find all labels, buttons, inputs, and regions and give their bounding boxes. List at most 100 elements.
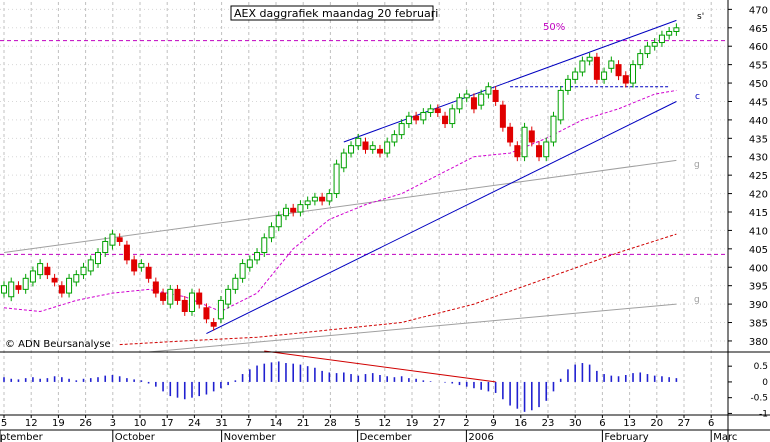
- candle-body: [340, 152, 347, 169]
- candle-body: [601, 71, 608, 80]
- candle-body: [311, 196, 318, 202]
- candle-body: [492, 89, 499, 102]
- grid: [0, 2, 728, 415]
- x-tick-label: 21: [297, 418, 310, 429]
- candle-body: [420, 112, 427, 121]
- x-tick-label: 12: [378, 418, 391, 429]
- candle-body: [427, 108, 434, 114]
- candle-body: [622, 75, 629, 84]
- candle-body: [203, 307, 210, 320]
- candle-body: [456, 97, 463, 110]
- x-tick-label: 23: [542, 418, 555, 429]
- candle-body: [80, 266, 87, 276]
- candle-body: [66, 277, 73, 294]
- candle-body: [536, 145, 543, 158]
- month-label: Marc: [713, 432, 737, 442]
- month-label: ptember: [0, 432, 44, 442]
- chart-labels: AEX daggrafiek maandag 20 februari 50% ©…: [5, 5, 704, 350]
- candle-body: [8, 281, 15, 298]
- y-tick-label: 440: [749, 116, 768, 127]
- x-tick-label: 20: [650, 418, 663, 429]
- x-tick-label: 26: [79, 418, 92, 429]
- candle-body: [116, 237, 123, 242]
- candle-body: [470, 97, 477, 110]
- candle-body: [297, 204, 304, 213]
- label-s-prime: s': [697, 12, 704, 22]
- candle-body: [254, 252, 261, 261]
- y-tick-label: 400: [749, 263, 768, 274]
- x-tick-label: 2: [463, 418, 469, 429]
- candle-body: [348, 145, 355, 154]
- month-label: February: [604, 432, 648, 442]
- candle-body: [442, 115, 449, 125]
- candle-body: [246, 259, 253, 268]
- candle-body: [608, 60, 615, 69]
- gray-ma-lower: [148, 303, 677, 353]
- x-tick-label: 28: [324, 418, 337, 429]
- y-tick-label: 465: [749, 24, 768, 35]
- x-tick-label: 19: [52, 418, 65, 429]
- candle-body: [51, 277, 58, 283]
- candle-body: [73, 274, 80, 283]
- candle-body: [586, 56, 593, 62]
- candle-body: [369, 145, 376, 150]
- candle-body: [384, 141, 391, 154]
- x-tick-label: 7: [246, 418, 252, 429]
- candle-body: [630, 64, 637, 84]
- x-tick-label: 27: [678, 418, 691, 429]
- candle-body: [564, 78, 571, 91]
- x-tick-label: 30: [569, 418, 582, 429]
- x-tick-label: 31: [215, 418, 228, 429]
- y-tick-label: 415: [749, 208, 768, 219]
- candle-body: [521, 126, 528, 158]
- candle-body: [333, 163, 340, 195]
- candle-body: [326, 193, 333, 202]
- upper-channel-line: [343, 19, 677, 143]
- x-tick-label: 27: [433, 418, 446, 429]
- candle-body: [304, 200, 311, 206]
- candle-body: [485, 86, 492, 95]
- x-tick-label: 10: [134, 418, 147, 429]
- x-tick-label: 24: [188, 418, 201, 429]
- y-tick-label: 455: [749, 61, 768, 72]
- watermark: © ADN Beursanalyse: [5, 339, 111, 350]
- candle-body: [391, 134, 398, 143]
- month-label: October: [115, 432, 156, 442]
- candle-body: [87, 259, 94, 272]
- candle-body: [673, 27, 680, 32]
- candle-body: [557, 89, 564, 121]
- month-label: November: [224, 432, 277, 442]
- candle-body: [550, 115, 557, 143]
- candles: [1, 23, 680, 331]
- candle-body: [579, 60, 586, 73]
- x-tick-label: 5: [1, 418, 7, 429]
- candle-body: [478, 93, 485, 106]
- x-tick-label: 17: [161, 418, 174, 429]
- candle-body: [593, 56, 600, 80]
- candle-body: [160, 292, 167, 301]
- y-tick-label: 445: [749, 97, 768, 108]
- candle-body: [261, 237, 268, 254]
- candle-body: [507, 126, 514, 143]
- chart-title: AEX daggrafiek maandag 20 februari: [234, 7, 438, 20]
- y-tick-label: 435: [749, 134, 768, 145]
- y-tick-label: 405: [749, 245, 768, 256]
- candle-body: [152, 281, 159, 294]
- x-tick-label: 5: [354, 418, 360, 429]
- candle-body: [543, 141, 550, 158]
- candle-body: [22, 277, 29, 290]
- candle-body: [355, 137, 362, 147]
- candle-body: [225, 288, 232, 305]
- x-tick-label: 14: [270, 418, 283, 429]
- candle-body: [239, 263, 246, 279]
- candle-body: [413, 115, 420, 121]
- candle-body: [499, 104, 506, 128]
- candle-body: [572, 71, 579, 80]
- title-box: [230, 5, 434, 21]
- magenta-moving-average: [3, 89, 677, 313]
- candle-body: [94, 252, 101, 265]
- y-tick-label: 385: [749, 319, 768, 330]
- candle-body: [615, 64, 622, 77]
